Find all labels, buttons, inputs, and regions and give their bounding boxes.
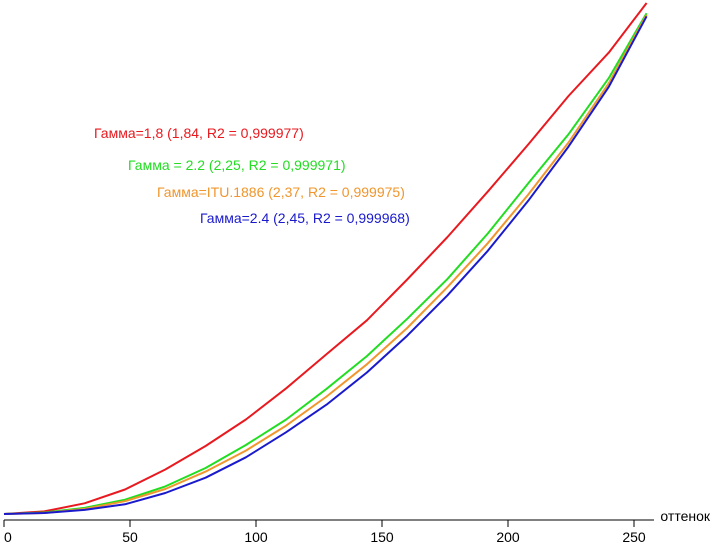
x-axis-label: оттенок (660, 508, 710, 524)
legend: Гамма=1,8 (1,84, R2 = 0,999977) Гамма = 2… (94, 125, 410, 226)
legend-entry-1: Гамма = 2.2 (2,25, R2 = 0,999971) (128, 157, 346, 173)
x-tick-label-100: 100 (244, 529, 268, 543)
series-line-3 (3, 15, 648, 515)
legend-entry-0: Гамма=1,8 (1,84, R2 = 0,999977) (94, 125, 304, 141)
series-line-1 (3, 12, 648, 515)
x-tick-label-50: 50 (122, 529, 138, 543)
x-tick-label-150: 150 (370, 529, 394, 543)
series-line-0 (3, 2, 648, 515)
legend-entry-3: Гамма=2.4 (2,45, R2 = 0,999968) (200, 210, 410, 226)
x-ticks: 0 50 100 150 200 250 (3, 520, 646, 543)
series-line-2 (3, 14, 648, 515)
x-tick-label-250: 250 (622, 529, 646, 543)
series-layer (3, 2, 648, 515)
x-tick-label-200: 200 (496, 529, 520, 543)
legend-entry-2: Гамма=ITU.1886 (2,37, R2 = 0,999975) (157, 184, 405, 200)
x-tick-label-0: 0 (4, 529, 12, 543)
